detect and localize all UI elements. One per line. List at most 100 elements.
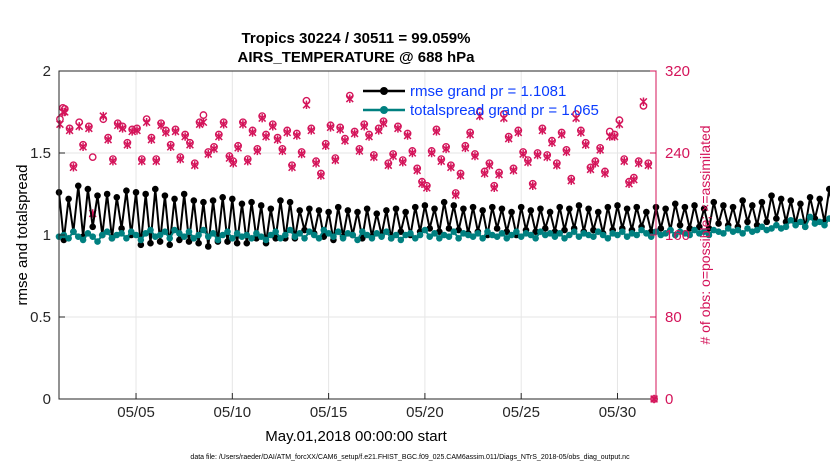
obs-layer xyxy=(56,91,659,404)
obs-assimilated-point xyxy=(586,165,595,174)
obs-assimilated-point xyxy=(403,131,412,140)
series-0-point xyxy=(411,203,419,211)
series-1-point xyxy=(493,233,501,240)
series-1-point xyxy=(792,221,799,229)
series-1-point xyxy=(426,233,434,240)
series-1-point xyxy=(214,236,222,244)
series-1-point xyxy=(416,231,424,239)
series-0-point xyxy=(710,198,718,206)
series-1-point xyxy=(753,226,761,234)
series-1-point xyxy=(330,233,337,240)
series-0-point xyxy=(142,190,149,198)
obs-assimilated-point xyxy=(427,148,436,158)
series-0-point xyxy=(267,205,275,213)
y-right-tick-label: 240 xyxy=(665,145,690,162)
series-1-point xyxy=(229,234,236,242)
obs-assimilated-point xyxy=(350,129,359,138)
series-1-point xyxy=(233,230,241,237)
series-1-point xyxy=(291,233,299,240)
series-1-point xyxy=(387,234,395,242)
series-1-point xyxy=(614,231,621,239)
obs-assimilated-point xyxy=(519,149,528,159)
series-1-point xyxy=(407,230,414,237)
obs-assimilated-point xyxy=(495,170,503,179)
obs-assimilated-point xyxy=(485,161,494,170)
series-1-point xyxy=(166,234,174,242)
series-0-point xyxy=(676,221,684,229)
series-0-point xyxy=(826,185,830,193)
series-0-point xyxy=(787,197,795,204)
series-1-point xyxy=(219,231,226,239)
x-tick-label: 05/30 xyxy=(599,404,637,421)
obs-assimilated-point xyxy=(113,121,122,130)
series-1-point xyxy=(281,231,289,239)
obs-assimilated-point xyxy=(253,146,262,156)
series-0-point xyxy=(720,202,727,209)
series-1-point xyxy=(315,234,323,242)
series-1-point xyxy=(604,234,612,242)
x-tick-label: 05/05 xyxy=(117,404,155,421)
obs-assimilated-point xyxy=(307,126,316,135)
series-1-point xyxy=(787,216,795,224)
series-1-point xyxy=(301,234,308,242)
series-1-point xyxy=(546,230,554,237)
series-1-point xyxy=(267,231,275,239)
series-0-point xyxy=(696,223,703,231)
series-0-point xyxy=(440,198,448,206)
series-1-point xyxy=(638,226,645,234)
obs-assimilated-point xyxy=(341,136,349,145)
series-1-point xyxy=(296,230,304,237)
obs-assimilated-point xyxy=(408,148,417,158)
obs-assimilated-point xyxy=(442,144,451,154)
series-1-point xyxy=(84,230,92,237)
series-1-point xyxy=(243,231,251,239)
obs-assimilated-point xyxy=(312,159,321,168)
series-1-point xyxy=(147,226,154,234)
series-1-point xyxy=(123,234,130,242)
series-1-point xyxy=(744,225,751,232)
obs-assimilated-point xyxy=(471,151,479,161)
series-0-point xyxy=(614,202,621,209)
series-0-point xyxy=(132,189,140,196)
series-1-point xyxy=(257,233,265,240)
chart-title: Tropics 30224 / 30511 = 99.059% xyxy=(242,30,471,47)
series-1-point xyxy=(720,230,727,237)
obs-possible-point xyxy=(88,153,97,162)
y-tick-label: 2 xyxy=(43,63,51,80)
obs-assimilated-point xyxy=(152,157,161,166)
series-0-point xyxy=(373,210,381,217)
y-tick-label: 1.5 xyxy=(30,145,51,162)
series-1-point xyxy=(633,231,641,239)
obs-assimilated-point xyxy=(355,146,364,156)
legend-label-rmse: rmse grand pr = 1.1081 xyxy=(410,83,566,100)
series-0-point xyxy=(137,241,145,249)
y-tick-label: 0 xyxy=(43,391,51,408)
obs-assimilated-point xyxy=(374,126,383,135)
y-right-tick-label: 320 xyxy=(665,63,690,80)
series-0-point xyxy=(431,205,438,213)
obs-assimilated-point xyxy=(176,154,185,164)
obs-assimilated-point xyxy=(258,113,267,123)
obs-assimilated-point xyxy=(142,118,151,127)
series-0-point xyxy=(277,197,284,204)
obs-assimilated-point xyxy=(504,134,513,143)
series-0-point xyxy=(397,228,405,236)
series-1-point xyxy=(411,234,419,242)
obs-assimilated-point xyxy=(181,132,190,141)
obs-assimilated-point xyxy=(562,147,571,157)
obs-assimilated-point xyxy=(466,130,475,139)
obs-assimilated-point xyxy=(331,155,340,165)
series-0-point xyxy=(383,207,390,214)
obs-assimilated-point xyxy=(644,161,653,170)
obs-assimilated-point xyxy=(629,175,638,184)
obs-assimilated-point xyxy=(490,183,499,193)
series-0-point xyxy=(739,197,746,204)
obs-assimilated-point xyxy=(499,113,508,123)
y-right-tick-label: 80 xyxy=(665,309,682,326)
series-1-point xyxy=(137,236,145,244)
series-0-point xyxy=(763,218,771,226)
series-0-point xyxy=(643,208,650,216)
series-0-point xyxy=(541,225,549,232)
obs-assimilated-point xyxy=(199,118,208,127)
series-0-point xyxy=(89,223,97,231)
